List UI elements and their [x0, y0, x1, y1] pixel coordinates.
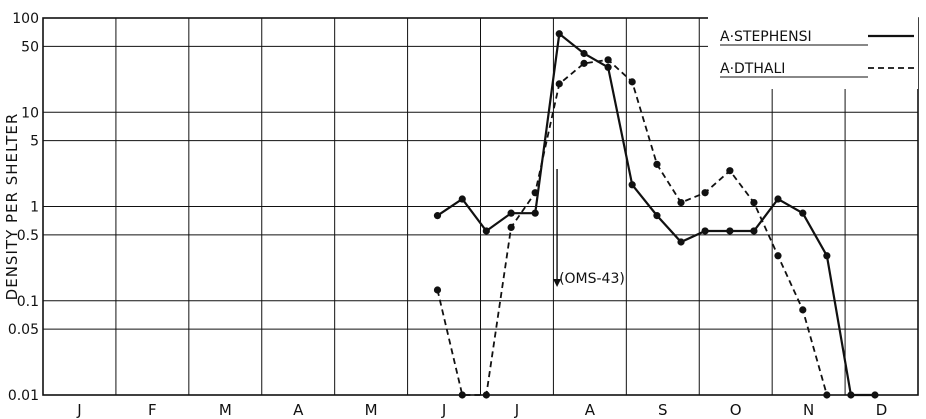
data-point: [555, 30, 563, 38]
y-tick-label: 100: [12, 11, 39, 27]
chart-series: [433, 30, 879, 399]
month-label: J: [514, 401, 519, 419]
data-point: [580, 49, 588, 58]
data-point: [628, 78, 636, 86]
data-point: [871, 391, 879, 399]
y-tick-label: 0.5: [17, 228, 39, 244]
series-line: [436, 58, 828, 396]
month-label: F: [148, 401, 157, 419]
y-tick-label: 1: [30, 200, 39, 216]
y-tick-label: 5: [30, 134, 39, 150]
data-point: [531, 209, 539, 217]
data-point: [531, 189, 539, 197]
data-point: [726, 167, 734, 175]
legend-label: A·DTHALI: [720, 61, 785, 77]
data-point: [799, 209, 807, 217]
data-point: [458, 391, 466, 399]
month-label: J: [441, 401, 446, 419]
data-point: [507, 223, 515, 232]
month-label: N: [803, 401, 814, 419]
month-label: A: [293, 401, 304, 419]
month-label: S: [658, 401, 668, 419]
data-point: [823, 252, 831, 260]
month-label: M: [365, 401, 378, 419]
data-point: [847, 391, 855, 399]
y-tick-label: 0.01: [8, 388, 39, 404]
y-tick-label: 0.05: [8, 322, 39, 338]
month-label: A: [585, 401, 596, 419]
data-point: [774, 252, 782, 260]
data-point: [823, 391, 831, 399]
data-point: [482, 227, 490, 235]
annotation: (OMS-43): [553, 168, 625, 287]
data-point: [701, 227, 709, 235]
y-tick-labels: 100 50 10 5 1 0.5 0.1 0.05 0.01: [8, 11, 39, 404]
data-point: [774, 195, 782, 203]
series-stephensi: [433, 30, 879, 399]
y-axis-label: DENSITY PER SHELTER: [3, 113, 21, 301]
month-label: O: [730, 401, 742, 419]
annotation-arrow-head: [553, 278, 562, 287]
legend: A·STEPHENSI A·DTHALI: [708, 7, 918, 89]
data-point: [580, 59, 588, 67]
data-point: [726, 227, 734, 235]
data-point: [750, 198, 758, 207]
data-point: [555, 80, 563, 88]
data-point: [507, 209, 515, 217]
data-point: [604, 63, 612, 71]
data-point: [653, 212, 661, 220]
data-point: [677, 238, 685, 246]
data-point: [604, 56, 612, 64]
data-point: [433, 212, 442, 220]
data-point: [653, 160, 661, 168]
data-point: [628, 181, 636, 189]
month-label: J: [76, 401, 81, 419]
data-point: [458, 195, 466, 203]
y-tick-label: 50: [21, 39, 39, 55]
data-point: [799, 306, 807, 314]
data-point: [482, 391, 490, 399]
y-tick-label: 0.1: [17, 294, 39, 310]
series-dthali: [433, 56, 831, 399]
month-label: M: [219, 401, 232, 419]
legend-label: A·STEPHENSI: [720, 29, 812, 45]
data-point: [433, 286, 442, 294]
chart-grid: [42, 17, 919, 396]
y-tick-label: 10: [21, 105, 39, 121]
data-point: [750, 227, 758, 235]
month-label: D: [876, 401, 888, 419]
annotation-text: (OMS-43): [559, 271, 625, 287]
data-point: [701, 189, 709, 197]
legend-background: [708, 7, 918, 89]
data-point: [677, 198, 685, 207]
